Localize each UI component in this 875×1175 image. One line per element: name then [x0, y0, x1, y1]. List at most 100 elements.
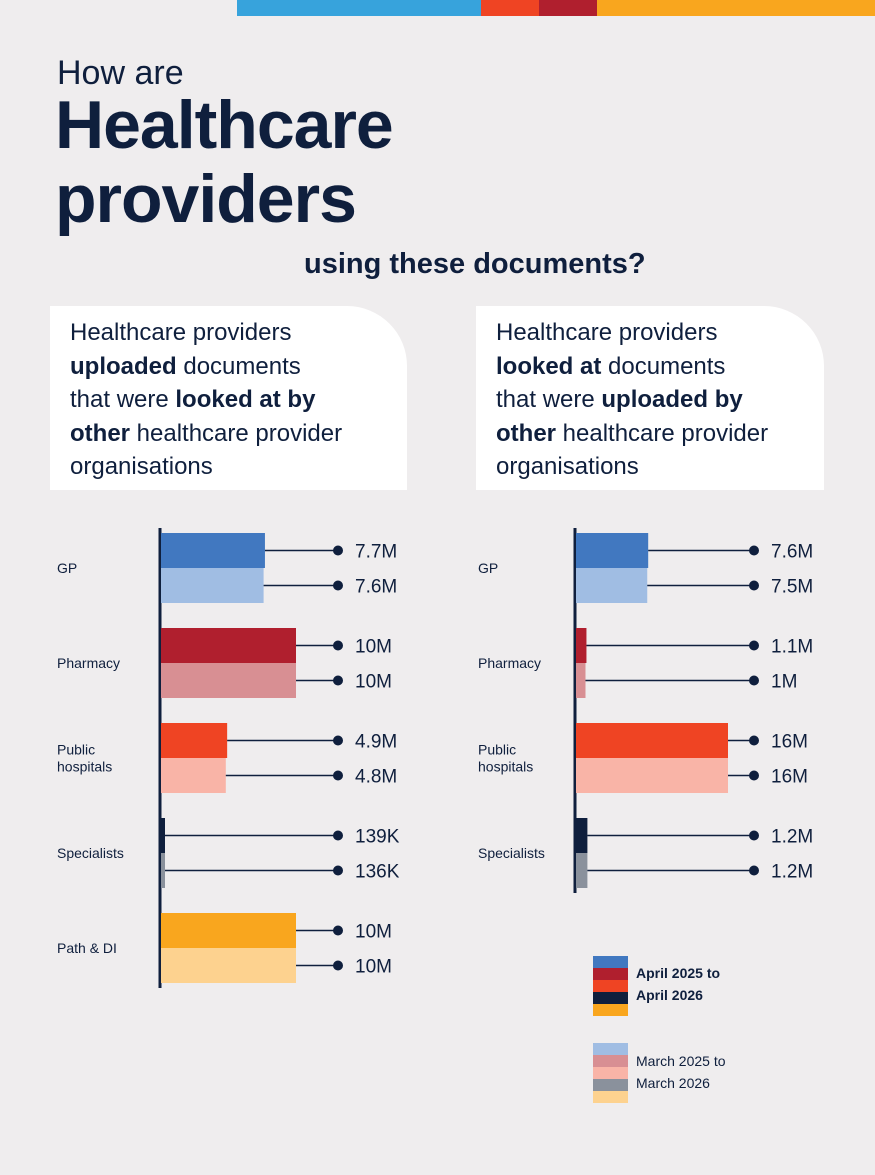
card-text: Healthcare providers [70, 319, 292, 346]
leader-dot [749, 640, 759, 651]
leader-dot [749, 865, 759, 876]
legend-label-line: April 2025 to [636, 965, 721, 981]
card-line: Healthcare providers [496, 316, 804, 350]
bar [161, 663, 296, 698]
bar [161, 948, 296, 983]
leader-dot [749, 770, 759, 781]
data-label: 7.7M [355, 542, 397, 563]
card-line: Healthcare providers [70, 316, 387, 350]
bar [161, 853, 165, 888]
card-text-bold: uploaded by [601, 386, 743, 413]
right-description-card: Healthcare providers looked at documents… [476, 306, 824, 490]
category-label: Pharmacy [478, 655, 541, 671]
title-line-3: providers [55, 161, 357, 237]
card-line: organisations [70, 450, 387, 484]
bar [576, 568, 648, 603]
data-label: 1M [771, 672, 797, 693]
category-label: Public hospitals [478, 742, 533, 775]
data-label: 139K [355, 827, 400, 848]
category-label: Path & DI [57, 940, 117, 956]
top-accent-bar-red [539, 0, 597, 16]
bar [161, 818, 165, 853]
category-label-line: Pharmacy [57, 655, 120, 671]
card-text: that were [496, 386, 602, 413]
legend-label-current: April 2025 to April 2026 [636, 962, 720, 1006]
card-line: that were looked at by [70, 383, 387, 417]
legend-swatch-pharmacy-previous [593, 1055, 628, 1067]
category-label-line: Pharmacy [478, 655, 541, 671]
legend-swatch-specialists-previous [593, 1079, 628, 1091]
leader-dot [333, 960, 343, 971]
card-text: organisations [496, 453, 639, 480]
card-text-bold: other [70, 419, 130, 447]
card-line: that were uploaded by [496, 383, 804, 417]
data-label: 7.6M [355, 577, 397, 598]
legend-swatch-hospitals-previous [593, 1067, 628, 1079]
leader-dot [333, 640, 343, 651]
card-text: healthcare provider [130, 419, 343, 447]
bar [576, 758, 728, 793]
category-label-line: Path & DI [57, 940, 117, 956]
category-label-line: Public [57, 742, 95, 758]
data-label: 16M [771, 732, 808, 753]
data-label: 136K [355, 862, 400, 883]
legend-swatch-pharmacy-current [593, 968, 628, 980]
data-label: 16M [771, 767, 808, 788]
leader-dot [749, 830, 759, 841]
leader-dot [749, 545, 759, 556]
card-text: healthcare provider [556, 419, 769, 447]
bar [576, 663, 586, 698]
data-label: 1.1M [771, 637, 813, 658]
data-label: 1.2M [771, 827, 813, 848]
leader-dot [333, 545, 343, 556]
title-line-2: Healthcare [55, 87, 394, 163]
legend-swatch-path-previous [593, 1091, 628, 1103]
category-label-line: Public [478, 742, 516, 758]
category-label: Pharmacy [57, 655, 120, 671]
bar [576, 533, 649, 568]
card-text: documents [176, 352, 301, 380]
data-label: 7.5M [771, 577, 813, 598]
leader-dot [333, 865, 343, 876]
data-label: 10M [355, 922, 392, 943]
card-text: Healthcare providers [496, 319, 718, 346]
card-line: other healthcare provider [496, 417, 804, 451]
bar [161, 533, 265, 568]
card-text: documents [601, 352, 726, 380]
data-label: 10M [355, 637, 392, 658]
card-line: organisations [496, 450, 804, 484]
bar [161, 628, 296, 663]
card-line: other healthcare provider [70, 417, 387, 451]
leader-dot [333, 675, 343, 686]
category-label: Specialists [478, 845, 545, 861]
leader-dot [749, 735, 759, 746]
bar [161, 723, 228, 758]
data-label: 7.6M [771, 542, 813, 563]
data-label: 1.2M [771, 862, 813, 883]
legend-label-line: March 2025 to [636, 1053, 726, 1069]
bar [576, 723, 728, 758]
bar [576, 853, 588, 888]
title-line-1: How are [57, 54, 184, 92]
card-text: that were [70, 386, 176, 413]
category-label-line: GP [57, 560, 77, 576]
leader-dot [333, 770, 343, 781]
data-label: 4.8M [355, 767, 397, 788]
legend-swatch-gp-current [593, 956, 628, 968]
category-label-line: hospitals [478, 759, 533, 775]
legend-swatch-hospitals-current [593, 980, 628, 992]
title-subtitle: using these documents? [304, 248, 646, 280]
category-label: GP [57, 560, 77, 576]
category-label: Specialists [57, 845, 124, 861]
bar [576, 818, 588, 853]
leader-dot [333, 580, 343, 591]
left-description-card: Healthcare providers uploaded documents … [50, 306, 407, 490]
card-text-bold: looked at by [175, 386, 316, 413]
top-accent-bar-blue [237, 0, 481, 16]
legend-swatch-specialists-current [593, 992, 628, 1004]
top-accent-bar-orange [481, 0, 539, 16]
category-label-line: hospitals [57, 759, 112, 775]
leader-dot [749, 580, 759, 591]
data-label: 10M [355, 957, 392, 978]
card-text-bold: other [496, 419, 556, 447]
